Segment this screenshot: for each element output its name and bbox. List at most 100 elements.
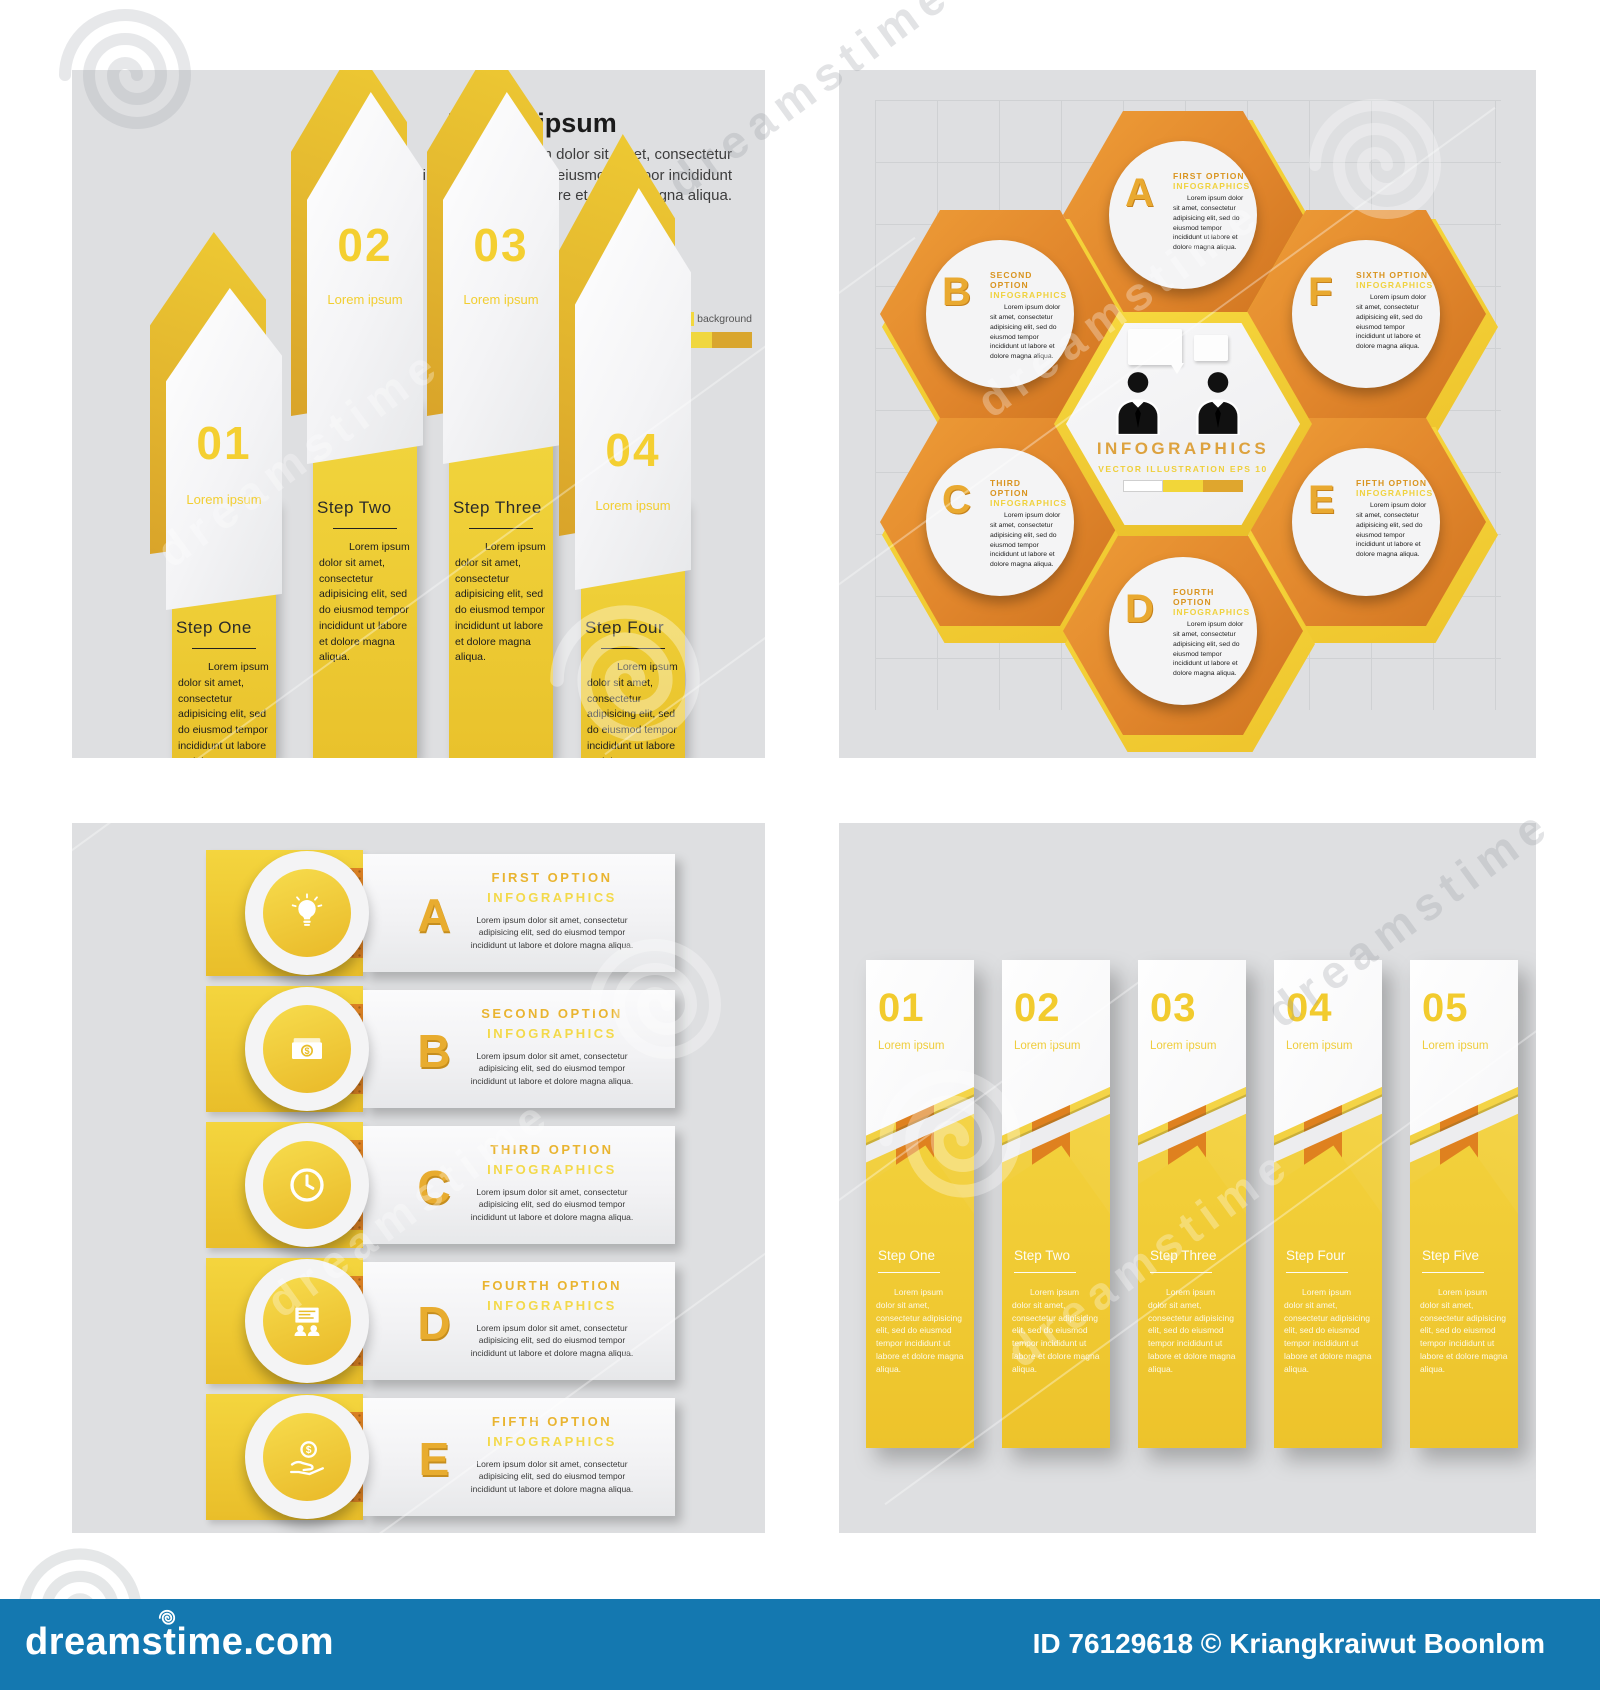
option-subtitle: INFOGRAPHICS — [1356, 488, 1434, 498]
option-body: Lorem ipsum dolor sit amet, consectetur … — [470, 1459, 634, 1494]
option-circle: A FIRST OPTION INFOGRAPHICS Lorem ipsum … — [1109, 141, 1257, 289]
banknotes-icon: $ — [292, 1038, 322, 1059]
center-subtitle: VECTOR ILLUSTRATION EPS 10 — [1098, 464, 1268, 474]
list-item: C THIRD OPTION INFOGRAPHICS Lorem ipsum … — [72, 1122, 765, 1248]
template-banner-list: A FIRST OPTION INFOGRAPHICS Lorem ipsum … — [72, 823, 765, 1533]
option-circle: B SECOND OPTION INFOGRAPHICS Lorem ipsum… — [926, 240, 1074, 388]
option-body: Lorem ipsum dolor sit amet, consectetur … — [1173, 195, 1244, 252]
option-letter: A — [1125, 171, 1154, 215]
option-body: Lorem ipsum dolor sit amet, consectetur … — [1356, 294, 1427, 351]
list-item: A FIRST OPTION INFOGRAPHICS Lorem ipsum … — [72, 850, 765, 976]
option-letter: E — [418, 1433, 450, 1485]
banner-shape — [363, 1126, 675, 1244]
divider — [333, 528, 397, 529]
divider — [1150, 1272, 1212, 1273]
banner-body — [1274, 1145, 1382, 1448]
option-circle: E FIFTH OPTION INFOGRAPHICS Lorem ipsum … — [1292, 448, 1440, 596]
businessman-icon — [1196, 372, 1240, 435]
number-banner: 02 Lorem ipsum Step Two Lorem ipsum dolo… — [1002, 960, 1110, 1448]
template-arrow-steps: Lorem ipsum Lorem ipsum dolor sit amet, … — [72, 70, 765, 758]
icon-circle: $ — [245, 1395, 369, 1519]
option-subtitle: INFOGRAPHICS — [1356, 280, 1434, 290]
swatch-yellow — [1163, 480, 1203, 492]
step-label: Lorem ipsum — [1014, 1040, 1081, 1052]
option-subtitle: INFOGRAPHICS — [990, 498, 1068, 508]
banner-shape — [363, 1398, 675, 1516]
step-label: Lorem ipsum — [1150, 1040, 1217, 1052]
step-title: Step Four — [585, 618, 665, 637]
logo-spiral-icon — [158, 1609, 176, 1625]
option-body: Lorem ipsum dolor sit amet, consectetur … — [990, 304, 1061, 361]
divider — [1014, 1272, 1076, 1273]
step-number: 03 — [1150, 986, 1197, 1030]
svg-text:$: $ — [306, 1445, 312, 1456]
step-label: Lorem ipsum — [463, 292, 539, 307]
presentation-icon — [294, 1307, 320, 1336]
banner-body — [1138, 1145, 1246, 1448]
divider — [601, 648, 665, 649]
swatch-gold — [1203, 480, 1243, 492]
step-label: Lorem ipsum — [878, 1040, 945, 1052]
color-swatches — [1123, 480, 1243, 492]
option-title: FIFTH OPTION INFOGRAPHICS — [487, 1414, 617, 1450]
step-label: Lorem ipsum — [186, 492, 262, 507]
banner-shape — [363, 854, 675, 972]
option-body: Lorem ipsum dolor sit amet, consectetur … — [470, 1323, 634, 1358]
option-letter: C — [417, 1161, 451, 1213]
number-banner: 03 Lorem ipsum Step Three Lorem ipsum do… — [1138, 960, 1246, 1448]
legend-suffix: background — [694, 313, 752, 325]
step-body: Lorem ipsum dolor sit amet, consectetur … — [319, 541, 410, 664]
option-title: FIRST OPTION INFOGRAPHICS — [487, 870, 617, 906]
divider — [1422, 1272, 1484, 1273]
option-letter: D — [417, 1297, 451, 1349]
step-title: Step One — [878, 1248, 936, 1263]
option-body: Lorem ipsum dolor sit amet, consectetur … — [470, 1187, 634, 1222]
step-title: Step Three — [1150, 1248, 1217, 1263]
number-banner: 04 Lorem ipsum Step Four Lorem ipsum dol… — [1274, 960, 1382, 1448]
step-body: Lorem ipsum dolor sit amet, consectetur … — [455, 541, 546, 664]
option-letter: E — [1308, 478, 1335, 522]
speech-bubble-icon — [1128, 329, 1182, 365]
divider — [469, 528, 533, 529]
step-number: 02 — [1014, 986, 1061, 1030]
watermark-footer-bar: dreamstime.com ID 76129618 © Kriangkraiw… — [0, 1599, 1600, 1690]
lightbulb-icon — [291, 893, 323, 926]
step-body: Lorem ipsum dolor sit amet, consectetur … — [876, 1287, 964, 1374]
step-body: Lorem ipsum dolor sit amet, consectetur … — [1012, 1287, 1100, 1374]
step-number: 04 — [1286, 986, 1333, 1030]
step-number: 02 — [337, 219, 393, 271]
step-label: Lorem ipsum — [1286, 1040, 1353, 1052]
step-title: Step Four — [1286, 1248, 1346, 1263]
step-label: Lorem ipsum — [1422, 1040, 1489, 1052]
step-body: Lorem ipsum dolor sit amet, consectetur … — [587, 661, 678, 758]
option-title: FIRST OPTION — [1173, 171, 1245, 181]
option-title: FOURTH OPTION INFOGRAPHICS — [481, 1278, 623, 1314]
number-banner: 01 Lorem ipsum Step One Lorem ipsum dolo… — [866, 960, 974, 1448]
banner-body — [1410, 1145, 1518, 1448]
speech-bubble-tail — [1170, 363, 1184, 374]
businessman-icon — [1116, 372, 1160, 435]
template-vertical-banners: 01 Lorem ipsum Step One Lorem ipsum dolo… — [839, 823, 1536, 1533]
option-body: Lorem ipsum dolor sit amet, consectetur … — [1173, 621, 1244, 678]
step-number: 01 — [196, 417, 252, 469]
divider — [1286, 1272, 1348, 1273]
icon-circle — [245, 1123, 369, 1247]
banner-shape — [363, 990, 675, 1108]
step-body: Lorem ipsum dolor sit amet, consectetur … — [1420, 1287, 1508, 1374]
swatch-white — [1123, 480, 1163, 492]
banner-body — [866, 1145, 974, 1448]
option-body: Lorem ipsum dolor sit amet, consectetur … — [1356, 502, 1427, 559]
icon-circle — [245, 1259, 369, 1383]
list-item: D FOURTH OPTION INFOGRAPHICS Lorem ipsum… — [72, 1258, 765, 1384]
step-body: Lorem ipsum dolor sit amet, consectetur … — [1284, 1287, 1372, 1374]
option-title: FOURTH OPTION — [1173, 587, 1215, 607]
step-title: Step Two — [317, 498, 392, 517]
divider — [878, 1272, 940, 1273]
option-body: Lorem ipsum dolor sit amet, consectetur … — [990, 512, 1061, 569]
option-subtitle: INFOGRAPHICS — [1173, 607, 1251, 617]
option-circle: D FOURTH OPTION INFOGRAPHICS Lorem ipsum… — [1109, 557, 1257, 705]
clock-icon — [290, 1168, 324, 1202]
hand-coin-icon: $ — [290, 1441, 324, 1476]
step-title: Step Five — [1422, 1248, 1480, 1263]
option-circle: C THIRD OPTION INFOGRAPHICS Lorem ipsum … — [926, 448, 1074, 596]
